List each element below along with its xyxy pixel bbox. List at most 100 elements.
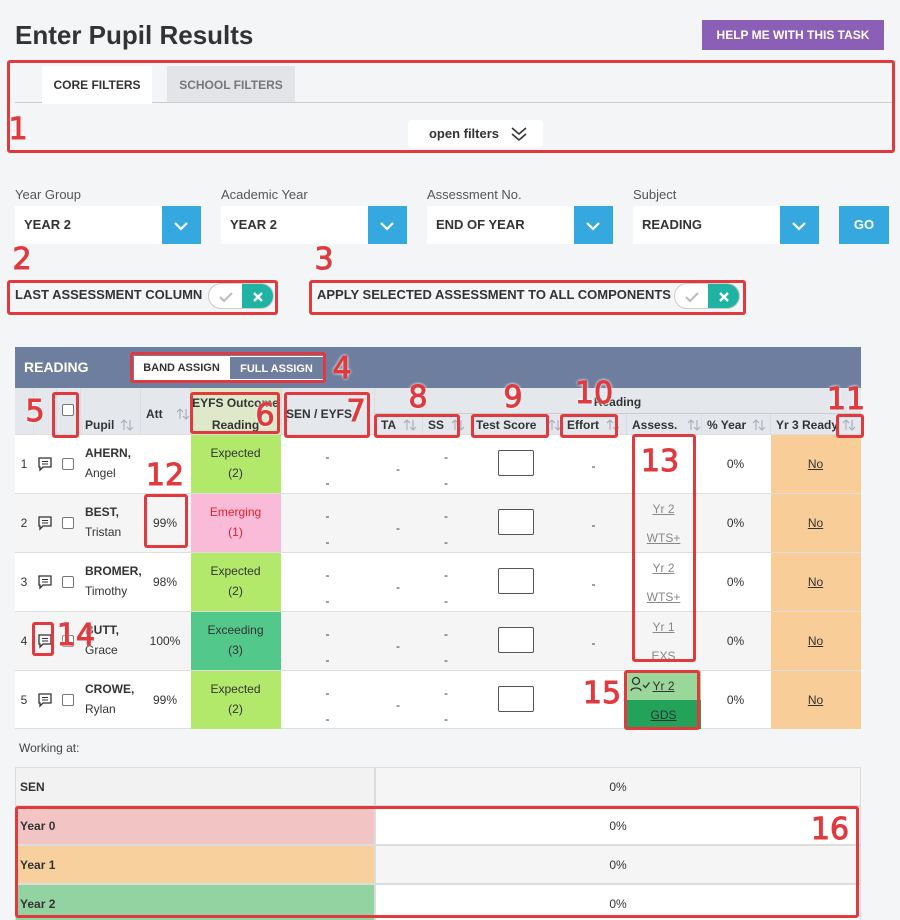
header-cell: SS [428,418,445,432]
eyfs-cell [191,435,281,493]
assess-band[interactable]: GDS [650,708,677,722]
attendance: 99% [152,693,178,707]
working-label-cell [15,806,375,845]
eyfs-cell [191,553,281,611]
ready-link[interactable]: No [807,634,824,648]
sort-arrows [403,419,417,431]
percent-year: 0% [726,693,745,707]
table-row [15,611,861,670]
comment-button[interactable] [37,574,53,590]
test-score-input[interactable] [498,686,534,712]
sort-icon[interactable] [403,418,417,432]
assess-year[interactable]: Yr 2 [652,561,675,575]
callout-number: 16 [810,812,850,847]
test-score-input[interactable] [498,509,534,535]
effort-value: - [591,518,596,532]
assess-band[interactable]: WTS+ [646,531,681,545]
comment-button[interactable] [37,692,53,708]
selector-button [574,206,613,244]
go-button[interactable]: GO [839,206,889,244]
sort-icon[interactable] [120,418,134,432]
eyfs-cell [191,671,281,729]
test-score-input[interactable] [498,450,534,476]
sen-value: - [325,653,330,667]
callout-box [130,352,326,383]
selector-button [368,206,407,244]
comment-icon [38,693,52,708]
sort-icon[interactable] [842,418,856,432]
assess-band[interactable]: WTS+ [646,590,681,604]
eyfs-code: (2) [228,466,243,480]
percent-year: 0% [726,516,745,530]
dropdown-arrow [380,222,394,231]
assess-year[interactable]: Yr 2 [652,679,675,693]
selector-label: Assessment No. [427,187,522,202]
header-checkbox[interactable] [62,404,74,416]
callout-box [52,392,79,438]
tab[interactable]: CORE FILTERS [53,78,141,92]
sort-icon[interactable] [606,418,620,432]
pupil-firstname: Grace [85,643,118,657]
callout-number: 14 [56,618,96,653]
ready-link[interactable]: No [807,575,824,589]
row-number: 4 [20,634,28,648]
tab[interactable]: SCHOOL FILTERS [179,78,283,92]
band-assign-button[interactable]: BAND ASSIGN [134,356,229,380]
comment-button[interactable] [37,456,53,472]
sen-value: - [325,627,330,641]
comment-button[interactable] [37,515,53,531]
sort-icon[interactable] [451,418,465,432]
ready-link[interactable]: No [807,457,824,471]
row-checkbox[interactable] [62,694,74,706]
test-score-input[interactable] [498,627,534,653]
selector-label: Academic Year [221,187,308,202]
callout-number: 15 [582,676,622,711]
callout-box [836,414,864,438]
dropdown-arrow [792,222,806,231]
working-value-cell [375,845,861,884]
row-checkbox[interactable] [62,458,74,470]
assess-year[interactable]: Yr 1 [652,620,675,634]
eyfs-code: (2) [228,584,243,598]
ss-value: - [444,594,448,608]
assess-top [627,671,701,700]
full-assign-button[interactable]: FULL ASSIGN [229,356,324,380]
header-cell: Effort [567,418,599,432]
group-divider [374,413,861,414]
pupil-firstname: Rylan [85,702,116,716]
chevron [511,127,527,142]
ready-link[interactable]: No [807,693,824,707]
working-value-cell [375,767,861,806]
toggle-label: LAST ASSESSMENT COLUMN [15,287,203,302]
attendance: 99% [152,516,178,530]
ready-cell [771,553,861,611]
row-checkbox[interactable] [62,576,74,588]
toggle-switch[interactable] [208,283,274,309]
pupil-firstname: Tristan [85,525,122,539]
sort-icon[interactable] [687,418,701,432]
test-score-input[interactable] [498,568,534,594]
open-filters-button[interactable] [408,120,543,148]
sort-icon[interactable] [176,407,190,421]
ready-cell [771,435,861,493]
sort-arrows [752,419,766,431]
ss-value: - [444,653,448,667]
sort-arrows [687,419,701,431]
pupil-surname: BEST, [85,505,120,519]
row-checkbox[interactable] [62,635,74,647]
assess-year[interactable]: Yr 2 [652,502,675,516]
toggle-switch[interactable] [674,283,740,309]
assess-bottom [627,700,701,729]
row-checkbox[interactable] [62,517,74,529]
person-check [630,676,651,692]
table-row [15,434,861,493]
sort-icon[interactable] [548,418,562,432]
callout-box [374,414,460,438]
eyfs-code: (2) [228,702,243,716]
callout-number: 2 [12,242,32,277]
sort-icon[interactable] [752,418,766,432]
ready-link[interactable]: No [807,516,824,530]
percent-year: 0% [726,457,745,471]
help-button[interactable]: HELP ME WITH THIS TASK [702,20,884,50]
